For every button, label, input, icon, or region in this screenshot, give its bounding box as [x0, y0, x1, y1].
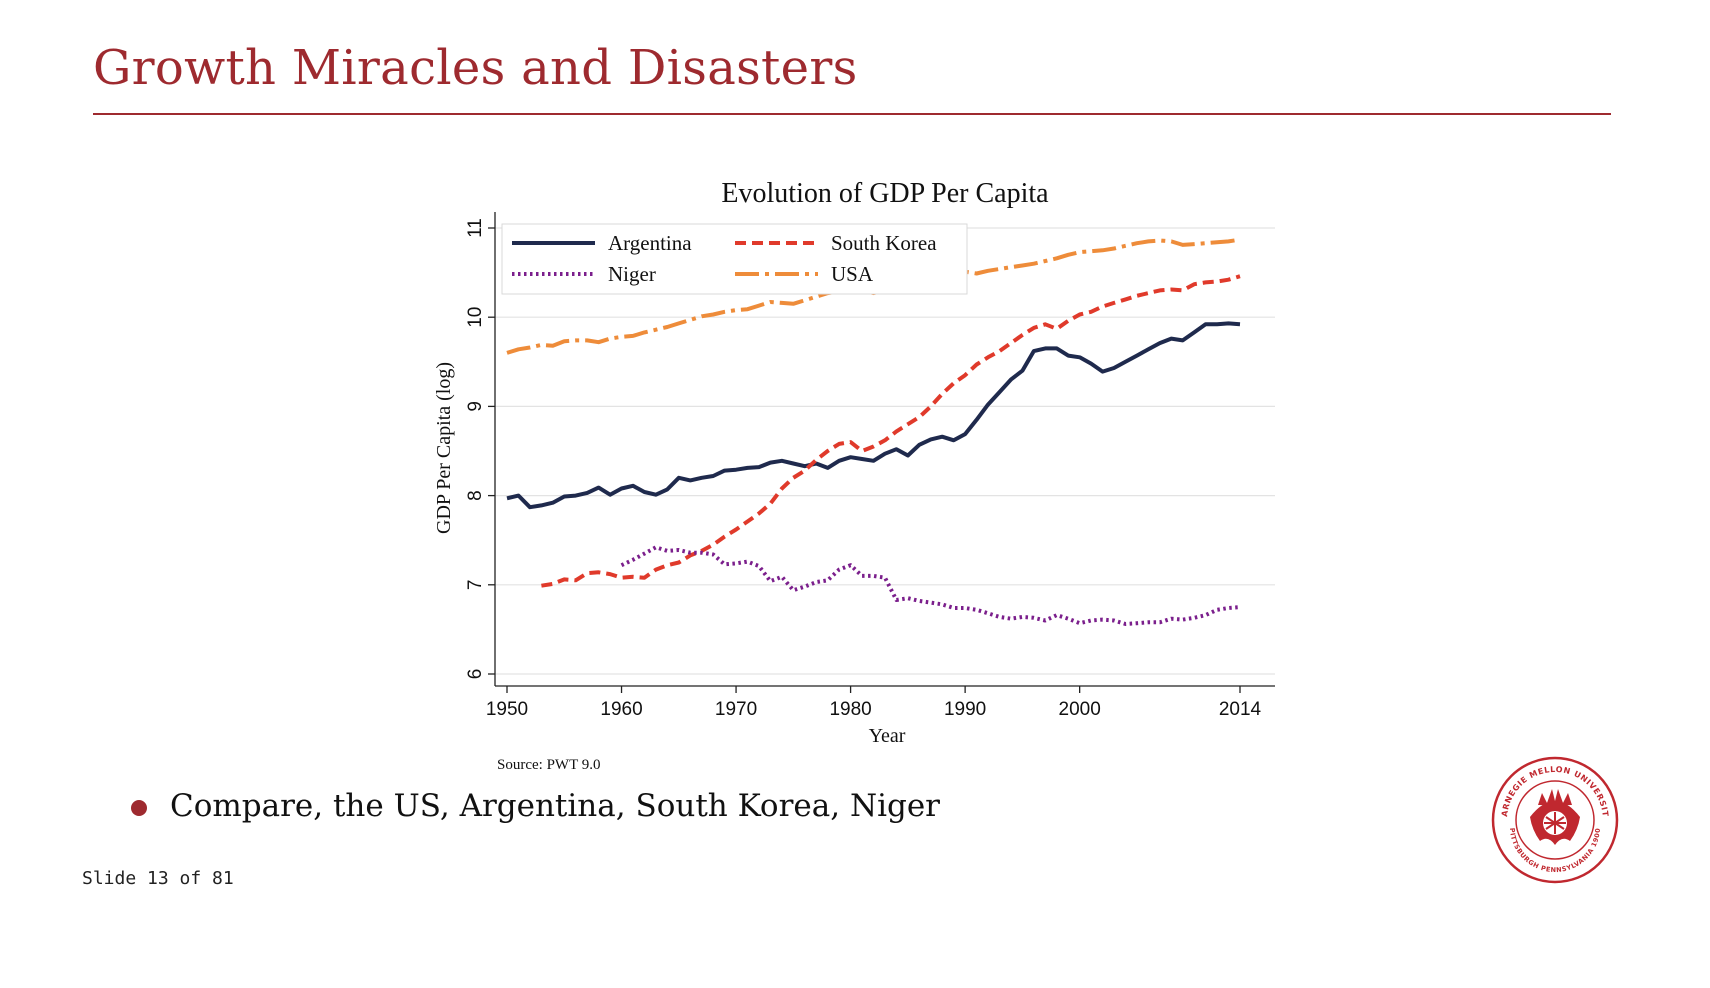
- x-tick-label: 2014: [1219, 699, 1262, 720]
- seal-thistle-emblem: [1530, 789, 1580, 845]
- x-axis-label: Year: [869, 725, 906, 747]
- slide-title: Growth Miracles and Disasters: [93, 40, 858, 96]
- series-line-south-korea: [541, 274, 1241, 588]
- bullet-text: Compare, the US, Argentina, South Korea,…: [170, 788, 940, 824]
- y-tick-label: 10: [465, 307, 486, 328]
- y-tick-label: 9: [465, 401, 486, 412]
- chart-gridlines: [495, 227, 1275, 675]
- bullet-marker: [131, 800, 147, 816]
- y-tick-label: 6: [465, 669, 486, 680]
- chart-source-note: Source: PWT 9.0: [497, 757, 600, 773]
- chart-legend: Argentina South Korea Niger USA: [501, 223, 968, 295]
- legend-box: [501, 223, 968, 295]
- legend-label-south-korea: South Korea: [831, 231, 937, 255]
- x-tick-label: 1950: [486, 699, 528, 720]
- legend-label-niger: Niger: [608, 262, 656, 286]
- series-line-niger: [620, 545, 1241, 626]
- chart-series: [506, 237, 1241, 626]
- x-tick-label: 1980: [829, 699, 871, 720]
- carnegie-mellon-seal-logo: CARNEGIE MELLON UNIVERSITY PITTSBURGH PE…: [1490, 755, 1619, 884]
- title-divider: [93, 113, 1611, 115]
- x-tick-label: 1960: [600, 699, 642, 720]
- series-line-argentina: [506, 321, 1241, 510]
- legend-label-argentina: Argentina: [608, 231, 692, 255]
- x-tick-label: 1970: [715, 699, 757, 720]
- x-tick-label: 1990: [944, 699, 986, 720]
- chart-text: Evolution of GDP Per Capita Year GDP Per…: [433, 178, 1049, 773]
- chart-title: Evolution of GDP Per Capita: [721, 178, 1049, 209]
- legend-label-usa: USA: [831, 262, 874, 286]
- y-tick-label: 7: [465, 580, 486, 591]
- x-tick-label: 2000: [1059, 699, 1101, 720]
- slide-counter: Slide 13 of 81: [82, 868, 234, 889]
- y-axis-label: GDP Per Capita (log): [433, 362, 455, 534]
- y-tick-label: 8: [465, 490, 486, 501]
- chart-axes: 6 7 8 9 10 11 1950 1960 1970 1980 1990 2000 2014: [465, 212, 1275, 720]
- y-tick-label: 11: [465, 218, 486, 238]
